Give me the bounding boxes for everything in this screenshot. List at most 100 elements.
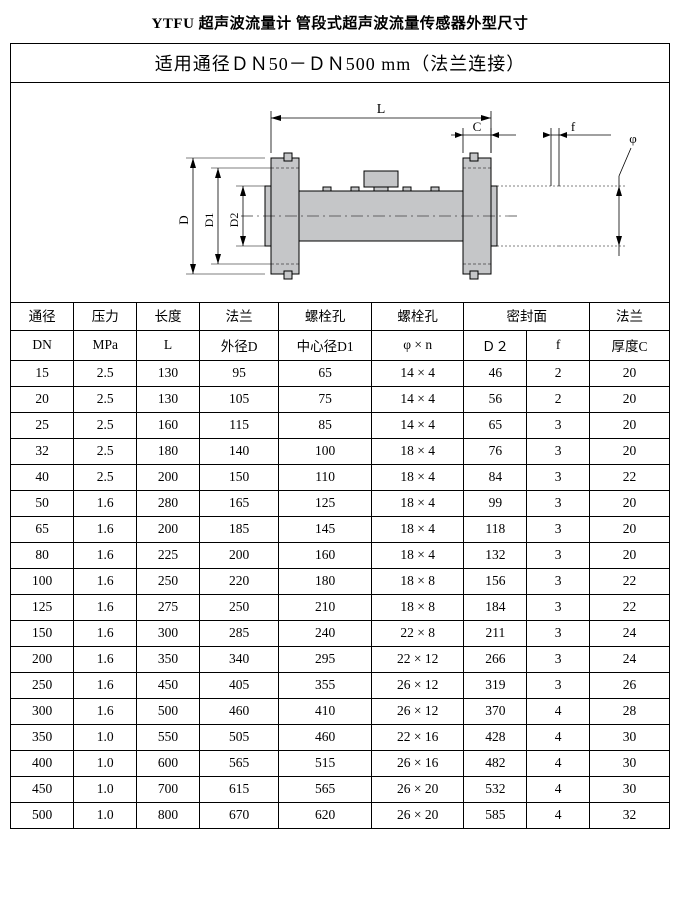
table-row: 322.518014010018 × 476320 <box>11 438 669 464</box>
table-cell: 160 <box>137 412 200 438</box>
table-cell: 505 <box>199 724 278 750</box>
table-cell: 1.0 <box>74 802 137 828</box>
th-dn-1: 通径 <box>11 303 74 330</box>
table-cell: 20 <box>590 360 669 386</box>
table-cell: 26 × 12 <box>371 672 464 698</box>
table-row: 801.622520016018 × 4132320 <box>11 542 669 568</box>
table-cell: 20 <box>590 516 669 542</box>
diagram-area: L C <box>11 83 669 303</box>
table-cell: 125 <box>11 594 74 620</box>
th-d1-1: 螺栓孔 <box>279 303 372 330</box>
table-cell: 350 <box>137 646 200 672</box>
table-cell: 550 <box>137 724 200 750</box>
th-dn-2: DN <box>11 330 74 360</box>
table-row: 402.520015011018 × 484322 <box>11 464 669 490</box>
table-cell: 670 <box>199 802 278 828</box>
table-cell: 3 <box>527 542 590 568</box>
table-cell: 50 <box>11 490 74 516</box>
table-cell: 2 <box>527 386 590 412</box>
table-cell: 26 × 20 <box>371 802 464 828</box>
table-cell: 200 <box>137 516 200 542</box>
table-cell: 700 <box>137 776 200 802</box>
table-cell: 160 <box>279 542 372 568</box>
table-cell: 130 <box>137 386 200 412</box>
table-cell: 2.5 <box>74 464 137 490</box>
table-cell: 14 × 4 <box>371 412 464 438</box>
table-cell: 3 <box>527 594 590 620</box>
table-cell: 140 <box>199 438 278 464</box>
table-cell: 585 <box>464 802 527 828</box>
table-cell: 150 <box>199 464 278 490</box>
table-cell: 32 <box>590 802 669 828</box>
th-f-2: f <box>527 330 590 360</box>
table-row: 152.5130956514 × 446220 <box>11 360 669 386</box>
table-cell: 515 <box>279 750 372 776</box>
table-cell: 1.6 <box>74 490 137 516</box>
table-cell: 156 <box>464 568 527 594</box>
dim-label-phi: φ <box>629 131 637 146</box>
table-cell: 18 × 4 <box>371 464 464 490</box>
table-cell: 2 <box>527 360 590 386</box>
table-cell: 240 <box>279 620 372 646</box>
subtitle: 适用通径ＤＮ50－ＤＮ500 mm（法兰连接） <box>11 44 669 83</box>
table-cell: 76 <box>464 438 527 464</box>
th-seal-1: 密封面 <box>464 303 590 330</box>
table-cell: 118 <box>464 516 527 542</box>
table-row: 252.51601158514 × 465320 <box>11 412 669 438</box>
table-cell: 20 <box>590 438 669 464</box>
table-cell: 460 <box>279 724 372 750</box>
table-cell: 46 <box>464 360 527 386</box>
table-cell: 40 <box>11 464 74 490</box>
table-cell: 565 <box>279 776 372 802</box>
table-cell: 185 <box>199 516 278 542</box>
table-row: 4001.060056551526 × 16482430 <box>11 750 669 776</box>
outer-frame: 适用通径ＤＮ50－ＤＮ500 mm（法兰连接） <box>10 43 670 829</box>
table-cell: 115 <box>199 412 278 438</box>
table-cell: 28 <box>590 698 669 724</box>
table-cell: 2.5 <box>74 412 137 438</box>
th-l-1: 长度 <box>137 303 200 330</box>
table-cell: 450 <box>11 776 74 802</box>
dim-label-c: C <box>473 119 482 134</box>
th-d2-2: Ｄ２ <box>464 330 527 360</box>
table-cell: 275 <box>137 594 200 620</box>
table-row: 501.628016512518 × 499320 <box>11 490 669 516</box>
table-cell: 32 <box>11 438 74 464</box>
table-cell: 370 <box>464 698 527 724</box>
table-cell: 22 <box>590 568 669 594</box>
table-cell: 428 <box>464 724 527 750</box>
dim-label-d2: D2 <box>227 213 241 228</box>
th-d-2: 外径D <box>199 330 278 360</box>
th-mpa-1: 压力 <box>74 303 137 330</box>
table-cell: 1.6 <box>74 646 137 672</box>
table-cell: 300 <box>137 620 200 646</box>
table-cell: 2.5 <box>74 386 137 412</box>
table-cell: 20 <box>590 386 669 412</box>
dim-label-d1: D1 <box>202 213 216 228</box>
table-cell: 1.6 <box>74 542 137 568</box>
table-cell: 615 <box>199 776 278 802</box>
table-cell: 405 <box>199 672 278 698</box>
table-cell: 800 <box>137 802 200 828</box>
table-cell: 180 <box>137 438 200 464</box>
table-cell: 24 <box>590 646 669 672</box>
table-cell: 100 <box>279 438 372 464</box>
table-row: 1001.625022018018 × 8156322 <box>11 568 669 594</box>
table-cell: 295 <box>279 646 372 672</box>
table-cell: 80 <box>11 542 74 568</box>
table-cell: 20 <box>590 412 669 438</box>
table-row: 651.620018514518 × 4118320 <box>11 516 669 542</box>
table-cell: 184 <box>464 594 527 620</box>
table-row: 4501.070061556526 × 20532430 <box>11 776 669 802</box>
table-cell: 211 <box>464 620 527 646</box>
table-cell: 1.0 <box>74 724 137 750</box>
table-cell: 1.6 <box>74 594 137 620</box>
th-phi-2: φ × n <box>371 330 464 360</box>
table-cell: 532 <box>464 776 527 802</box>
table-cell: 99 <box>464 490 527 516</box>
table-cell: 26 × 12 <box>371 698 464 724</box>
table-cell: 1.6 <box>74 568 137 594</box>
table-cell: 20 <box>590 490 669 516</box>
table-row: 3501.055050546022 × 16428430 <box>11 724 669 750</box>
table-cell: 85 <box>279 412 372 438</box>
